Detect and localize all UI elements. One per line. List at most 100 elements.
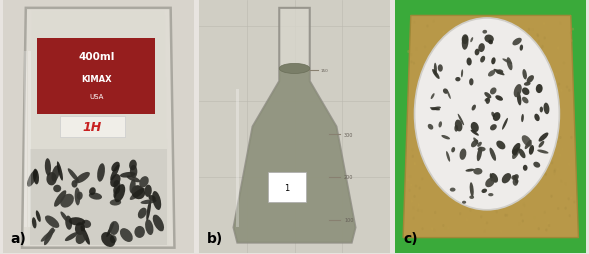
Ellipse shape	[114, 184, 125, 202]
Circle shape	[522, 109, 525, 112]
Ellipse shape	[61, 212, 69, 222]
Text: 100: 100	[344, 217, 353, 223]
Circle shape	[495, 48, 497, 51]
Circle shape	[537, 97, 540, 100]
Ellipse shape	[75, 222, 85, 235]
Circle shape	[480, 215, 482, 218]
Circle shape	[570, 196, 573, 199]
Circle shape	[572, 182, 574, 185]
Circle shape	[495, 211, 498, 214]
Circle shape	[522, 203, 525, 206]
Circle shape	[530, 61, 532, 64]
Ellipse shape	[485, 99, 489, 102]
Text: 1: 1	[284, 183, 290, 192]
Circle shape	[548, 224, 550, 227]
Circle shape	[504, 214, 507, 217]
Circle shape	[469, 209, 472, 212]
Circle shape	[417, 139, 419, 142]
Circle shape	[432, 46, 434, 49]
Circle shape	[429, 149, 431, 152]
Circle shape	[410, 184, 412, 187]
Ellipse shape	[428, 124, 434, 130]
Circle shape	[412, 207, 415, 210]
Circle shape	[458, 125, 461, 128]
Polygon shape	[28, 11, 168, 245]
Circle shape	[414, 179, 416, 182]
Ellipse shape	[522, 70, 527, 80]
Circle shape	[512, 108, 515, 112]
Circle shape	[466, 218, 468, 221]
Circle shape	[492, 86, 495, 89]
Circle shape	[408, 189, 411, 192]
Circle shape	[494, 24, 497, 27]
Circle shape	[427, 152, 429, 155]
Circle shape	[468, 47, 471, 50]
Circle shape	[528, 29, 530, 32]
Circle shape	[419, 143, 421, 146]
Circle shape	[522, 219, 524, 223]
Circle shape	[442, 165, 445, 168]
Circle shape	[554, 170, 555, 173]
Circle shape	[443, 166, 445, 169]
Circle shape	[538, 227, 540, 230]
Ellipse shape	[523, 165, 528, 171]
Circle shape	[456, 145, 458, 148]
Ellipse shape	[495, 96, 503, 101]
Circle shape	[544, 37, 546, 40]
Ellipse shape	[477, 147, 482, 162]
Circle shape	[556, 139, 558, 142]
Ellipse shape	[65, 232, 78, 241]
Text: 400ml: 400ml	[78, 52, 114, 61]
Circle shape	[525, 100, 527, 103]
Circle shape	[516, 138, 518, 141]
Ellipse shape	[478, 44, 485, 53]
Ellipse shape	[527, 76, 534, 84]
Circle shape	[445, 170, 447, 173]
Ellipse shape	[462, 35, 468, 45]
Circle shape	[548, 107, 550, 110]
Ellipse shape	[447, 91, 451, 100]
Circle shape	[440, 114, 442, 117]
Circle shape	[486, 221, 488, 225]
Circle shape	[531, 113, 533, 116]
Ellipse shape	[111, 162, 120, 172]
Circle shape	[505, 147, 508, 150]
Ellipse shape	[472, 105, 476, 111]
Circle shape	[499, 59, 501, 62]
Ellipse shape	[490, 88, 497, 95]
Ellipse shape	[470, 38, 473, 43]
Circle shape	[467, 199, 469, 202]
Ellipse shape	[446, 151, 450, 162]
Ellipse shape	[68, 169, 79, 182]
Circle shape	[484, 230, 486, 233]
Circle shape	[426, 25, 429, 28]
Circle shape	[413, 136, 416, 139]
Circle shape	[565, 183, 567, 185]
FancyBboxPatch shape	[28, 52, 31, 228]
Ellipse shape	[462, 36, 468, 51]
Text: KIMAX: KIMAX	[81, 75, 112, 84]
Circle shape	[449, 178, 451, 181]
Circle shape	[514, 103, 516, 106]
Circle shape	[432, 21, 435, 24]
Ellipse shape	[51, 166, 59, 182]
Circle shape	[466, 124, 469, 127]
Circle shape	[533, 188, 535, 191]
Circle shape	[524, 204, 525, 207]
Circle shape	[547, 221, 550, 225]
Circle shape	[456, 69, 459, 72]
Ellipse shape	[538, 141, 544, 148]
Circle shape	[481, 112, 483, 115]
FancyBboxPatch shape	[199, 1, 390, 253]
Ellipse shape	[512, 39, 522, 46]
Ellipse shape	[97, 164, 105, 182]
Ellipse shape	[120, 228, 133, 242]
Ellipse shape	[488, 40, 493, 45]
Ellipse shape	[45, 158, 51, 176]
Circle shape	[459, 99, 462, 102]
Circle shape	[560, 136, 561, 139]
Ellipse shape	[475, 50, 479, 56]
Ellipse shape	[477, 142, 482, 147]
Circle shape	[411, 198, 413, 201]
Circle shape	[471, 206, 474, 209]
